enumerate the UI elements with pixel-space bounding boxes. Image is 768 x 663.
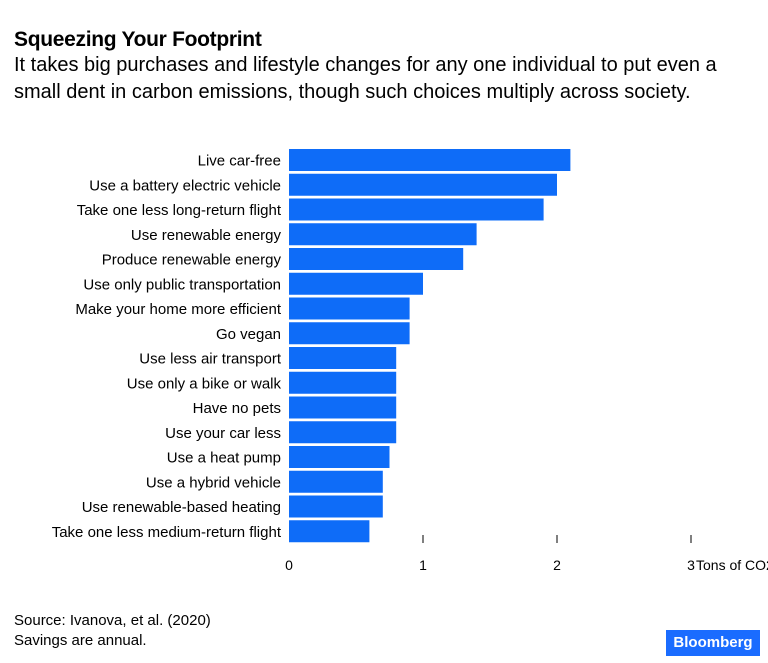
savings-note: Savings are annual. xyxy=(14,632,147,649)
source-note: Source: Ivanova, et al. (2020) Savings a… xyxy=(14,611,211,651)
x-axis-label: Tons of CO2 saved xyxy=(696,557,768,573)
bar xyxy=(289,446,390,468)
source-text: Source: Ivanova, et al. (2020) xyxy=(14,612,211,629)
category-label: Use a hybrid vehicle xyxy=(146,474,281,491)
bar xyxy=(289,347,397,369)
category-label: Take one less long-return flight xyxy=(77,202,282,219)
category-label: Use your car less xyxy=(165,425,281,442)
bar xyxy=(289,396,397,419)
bloomberg-logo: Bloomberg xyxy=(666,630,760,656)
bloomberg-logo-text: Bloomberg xyxy=(673,634,753,651)
category-label: Use less air transport xyxy=(139,351,282,368)
category-label: Use a heat pump xyxy=(167,450,281,467)
bar xyxy=(289,297,410,320)
bar xyxy=(289,495,383,518)
category-label: Use renewable energy xyxy=(131,227,282,244)
category-label: Use a battery electric vehicle xyxy=(89,177,281,194)
bar xyxy=(289,272,423,295)
bar xyxy=(289,322,410,345)
x-tick-label: 2 xyxy=(553,557,561,573)
category-label: Have no pets xyxy=(193,400,281,417)
category-label: Make your home more efficient xyxy=(75,301,281,318)
category-label: Live car-free xyxy=(198,153,281,170)
chart-title: Squeezing Your Footprint xyxy=(14,28,262,51)
bar xyxy=(289,173,557,196)
bar xyxy=(289,149,571,171)
bar xyxy=(289,223,477,246)
category-label: Take one less medium-return flight xyxy=(52,524,282,541)
bar xyxy=(289,198,544,221)
bar xyxy=(289,248,464,270)
x-tick-label: 3 xyxy=(687,557,695,573)
x-tick-label: 1 xyxy=(419,557,427,573)
category-label: Use renewable-based heating xyxy=(82,499,281,516)
bar xyxy=(289,421,397,444)
x-tick-label: 0 xyxy=(285,557,293,573)
category-label: Use only public transportation xyxy=(83,276,281,293)
bar-chart: Live car-free Use a battery electric vehi… xyxy=(52,149,768,573)
bar xyxy=(289,520,370,543)
category-label: Produce renewable energy xyxy=(102,252,282,269)
category-label: Go vegan xyxy=(216,326,281,343)
bar xyxy=(289,470,383,493)
bar xyxy=(289,371,397,394)
chart-subtitle: It takes big purchases and lifestyle cha… xyxy=(14,54,717,103)
category-label: Use only a bike or walk xyxy=(127,375,282,392)
